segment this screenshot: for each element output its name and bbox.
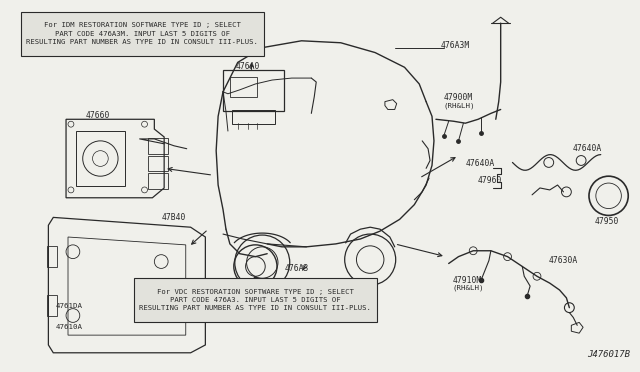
Text: (RH&LH): (RH&LH) [452, 285, 484, 291]
Text: 47630A: 47630A [548, 256, 578, 265]
Text: 47B40: 47B40 [161, 213, 186, 222]
Text: 476A3: 476A3 [285, 264, 309, 273]
Text: 476A0: 476A0 [236, 62, 260, 71]
Text: 47640A: 47640A [572, 144, 602, 153]
Text: 47960: 47960 [478, 176, 502, 185]
FancyBboxPatch shape [20, 12, 264, 55]
Text: 47610A: 47610A [55, 324, 83, 330]
Text: 47640A: 47640A [465, 159, 495, 168]
Text: 47950: 47950 [595, 217, 620, 226]
Text: For IDM RESTORATION SOFTWARE TYPE ID ; SELECT
PART CODE 476A3M. INPUT LAST 5 DIG: For IDM RESTORATION SOFTWARE TYPE ID ; S… [26, 22, 259, 45]
Text: 476A3M: 476A3M [441, 41, 470, 50]
Text: 4761DA: 4761DA [55, 303, 83, 309]
Text: J476017B: J476017B [587, 350, 630, 359]
FancyBboxPatch shape [134, 278, 377, 322]
Text: 47900M: 47900M [444, 93, 473, 102]
Text: 47660: 47660 [86, 111, 110, 120]
Text: 47910M: 47910M [452, 276, 482, 285]
Text: (RH&LH): (RH&LH) [444, 102, 476, 109]
Text: For VDC RESTORATION SOFTWARE TYPE ID ; SELECT
PART CODE 476A3. INPUT LAST 5 DIGI: For VDC RESTORATION SOFTWARE TYPE ID ; S… [140, 289, 371, 311]
